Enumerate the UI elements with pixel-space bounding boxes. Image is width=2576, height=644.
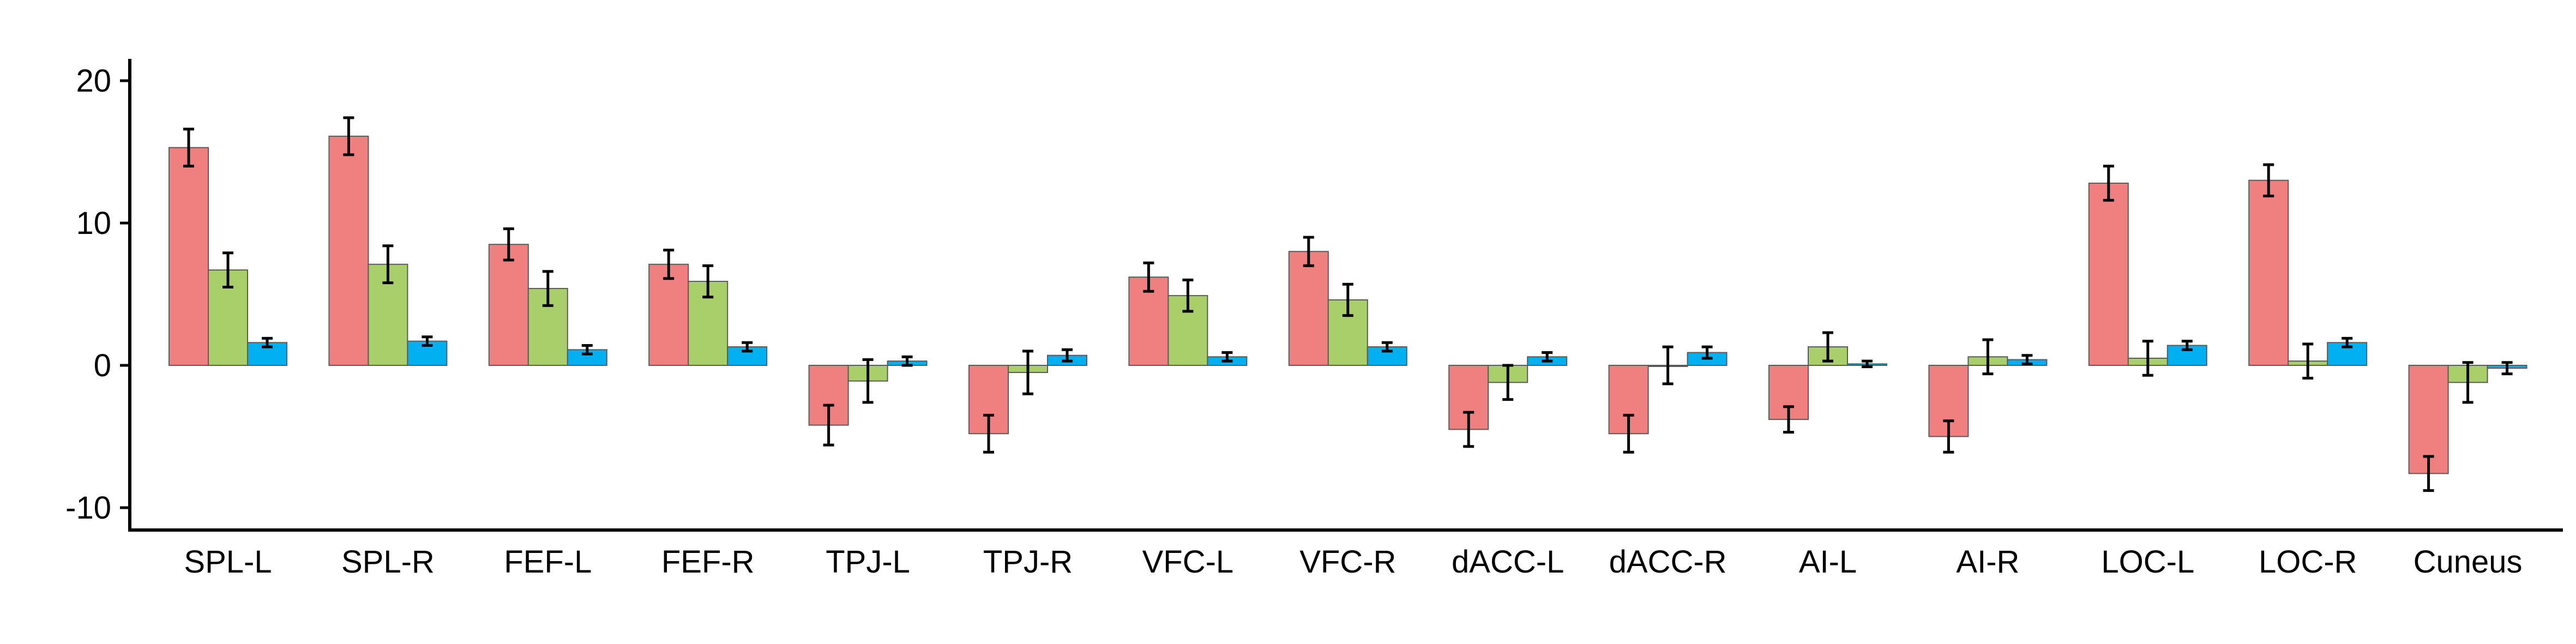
bar-loc-r-s1 [2248,179,2289,366]
bar-spl-r-s1 [328,135,369,366]
x-tick-label-loc-l: LOC-L [2101,544,2194,580]
x-tick-label-vfc-l: VFC-L [1142,544,1234,580]
error-bar-spl-l-s1 [183,128,194,168]
y-ticks: 20 10 0 -10 [65,63,130,526]
error-bar-dacc-l-s1 [1463,411,1474,448]
error-bar-fef-l-s3 [581,344,593,356]
error-bar-ai-r-s1 [1943,419,1954,454]
error-bar-spl-r-s2 [382,244,394,285]
error-bar-ai-l-s1 [1783,405,1794,434]
x-tick-label-cuneus: Cuneus [2414,544,2523,580]
x-tick-label-dacc-r: dACC-R [1609,544,1727,580]
error-bar-vfc-r-s3 [1381,341,1393,353]
error-bar-ai-r-s2 [1982,338,1994,376]
error-bar-loc-l-s1 [2103,165,2114,202]
error-bar-dacc-r-s2 [1662,345,1674,386]
error-bar-loc-l-s3 [2181,340,2193,351]
error-bar-ai-r-s3 [2021,354,2033,365]
error-bar-vfc-l-s3 [1221,351,1233,363]
bar-spl-r-s2 [368,263,408,366]
x-tick-label-loc-r: LOC-R [2259,544,2357,580]
error-bar-fef-r-s2 [702,264,714,299]
bar-cuneus-s1 [2408,365,2449,474]
x-tick-labels: SPL-L SPL-R FEF-L FEF-R TPJ-L TPJ-R VFC-L VFC-R… [184,544,2522,580]
bar-spl-l-s1 [168,147,209,366]
error-bar-tpj-l-s2 [862,358,874,404]
axes [128,59,2563,532]
error-bar-tpj-l-s3 [901,355,913,367]
x-tick-label-fef-l: FEF-L [504,544,592,580]
x-tick-label-spl-l: SPL-L [184,544,272,580]
error-bar-tpj-r-s2 [1022,350,1033,395]
error-bar-dacc-l-s2 [1502,364,1514,401]
y-tick-label-0: 0 [94,348,111,383]
error-bar-fef-l-s1 [503,227,514,262]
bar-loc-l-s1 [2088,182,2129,366]
error-bar-loc-r-s1 [2263,163,2274,197]
x-tick-label-tpj-r: TPJ-R [983,544,1073,580]
error-bar-cuneus-s2 [2462,361,2473,404]
y-tick-label-10: 10 [76,206,111,241]
error-bar-spl-r-s3 [422,335,433,347]
error-bar-dacc-r-s1 [1623,413,1634,454]
x-tick-label-ai-l: AI-L [1799,544,1857,580]
x-tick-label-vfc-r: VFC-R [1299,544,1396,580]
error-bar-fef-r-s1 [663,249,675,280]
error-bar-tpj-r-s3 [1062,348,1073,363]
error-bar-spl-l-s3 [262,336,273,348]
bar-vfc-r-s1 [1288,251,1329,366]
x-tick-label-tpj-l: TPJ-L [826,544,910,580]
error-bar-cuneus-s1 [2423,455,2434,492]
error-bar-fef-r-s3 [742,341,753,353]
error-bar-ai-l-s3 [1862,359,1873,369]
error-bar-tpj-r-s1 [983,413,994,454]
y-tick-label-20: 20 [76,63,111,99]
x-tick-label-fef-r: FEF-R [661,544,755,580]
error-bar-vfc-l-s2 [1182,278,1194,313]
error-bar-fef-l-s2 [542,270,553,307]
error-bar-dacc-r-s3 [1701,345,1713,360]
error-bars-layer [183,116,2513,492]
bar-fef-r-s1 [648,263,689,366]
y-tick-label--10: -10 [65,490,111,526]
error-bar-spl-l-s2 [222,251,233,288]
error-bar-ai-l-s2 [1822,331,1833,363]
x-tick-label-dacc-l: dACC-L [1452,544,1564,580]
bar-fef-l-s3 [567,349,607,366]
error-bar-loc-r-s2 [2302,342,2314,380]
error-bar-vfc-r-s1 [1303,236,1314,267]
error-bar-loc-r-s3 [2342,336,2353,348]
error-bar-cuneus-s3 [2501,361,2513,376]
x-tick-label-spl-r: SPL-R [341,544,435,580]
bar-fef-l-s1 [488,244,529,366]
error-bar-dacc-l-s3 [1542,351,1553,363]
error-bar-loc-l-s2 [2142,340,2153,377]
x-tick-label-ai-r: AI-R [1956,544,2019,580]
error-bar-spl-r-s1 [343,116,354,157]
error-bar-vfc-r-s2 [1342,282,1353,317]
error-bar-tpj-l-s1 [823,404,834,447]
error-bar-vfc-l-s1 [1143,261,1154,293]
